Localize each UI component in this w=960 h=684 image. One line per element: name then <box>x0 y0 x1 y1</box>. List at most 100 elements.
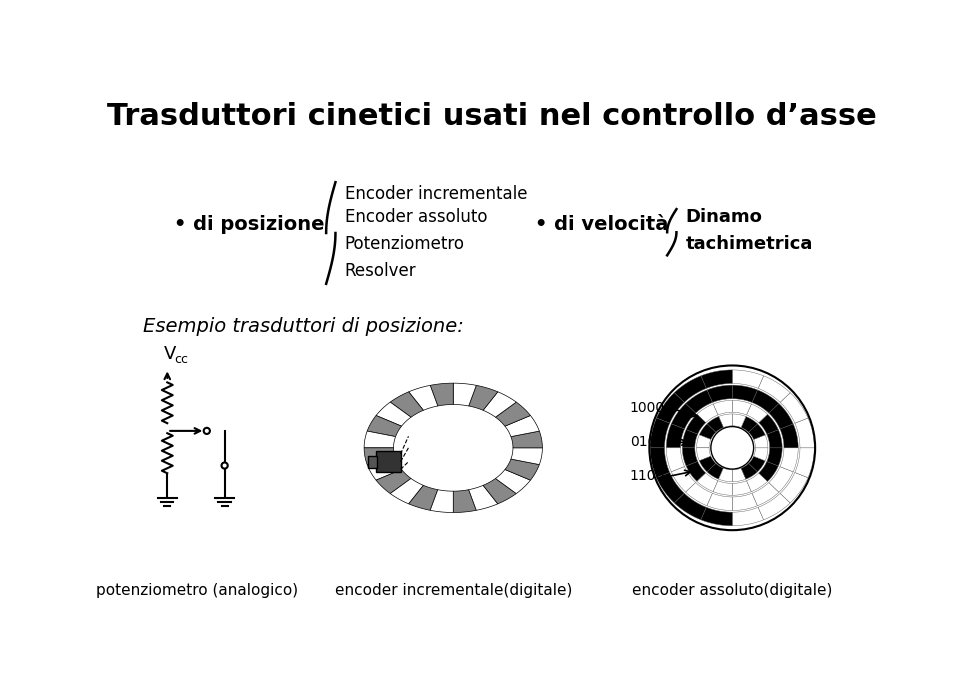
Polygon shape <box>707 385 732 402</box>
Polygon shape <box>769 466 793 492</box>
Polygon shape <box>697 473 718 492</box>
Polygon shape <box>505 415 540 436</box>
Polygon shape <box>683 430 698 448</box>
Polygon shape <box>468 486 498 510</box>
Polygon shape <box>468 385 498 410</box>
Polygon shape <box>719 414 732 428</box>
Polygon shape <box>780 448 798 472</box>
Text: cc: cc <box>175 353 188 366</box>
Polygon shape <box>713 400 732 415</box>
Polygon shape <box>747 404 768 423</box>
Polygon shape <box>685 390 712 413</box>
Text: Resolver: Resolver <box>345 262 417 280</box>
Polygon shape <box>390 479 423 504</box>
Polygon shape <box>749 424 765 439</box>
Polygon shape <box>747 473 768 492</box>
Text: Potenziometro: Potenziometro <box>345 235 465 253</box>
Polygon shape <box>390 392 423 417</box>
Polygon shape <box>780 473 808 503</box>
Polygon shape <box>708 417 724 432</box>
Polygon shape <box>741 463 757 479</box>
FancyBboxPatch shape <box>368 456 377 468</box>
Polygon shape <box>430 383 453 406</box>
Polygon shape <box>697 448 710 461</box>
Polygon shape <box>671 466 696 492</box>
Circle shape <box>222 462 228 469</box>
Polygon shape <box>650 418 670 448</box>
Text: • di velocità: • di velocità <box>535 215 668 234</box>
Polygon shape <box>752 483 779 505</box>
Polygon shape <box>732 414 746 428</box>
Polygon shape <box>732 508 763 526</box>
Polygon shape <box>708 463 724 479</box>
Polygon shape <box>453 383 476 406</box>
Polygon shape <box>495 402 531 426</box>
Polygon shape <box>795 418 814 448</box>
Text: V: V <box>164 345 177 363</box>
Polygon shape <box>671 404 696 429</box>
Polygon shape <box>364 448 396 464</box>
Text: tachimetrica: tachimetrica <box>685 235 813 253</box>
Polygon shape <box>749 456 765 472</box>
Polygon shape <box>699 424 716 439</box>
Polygon shape <box>758 415 779 434</box>
Polygon shape <box>758 493 790 520</box>
Polygon shape <box>409 486 438 510</box>
Polygon shape <box>674 493 707 520</box>
Polygon shape <box>732 370 763 389</box>
Polygon shape <box>686 462 706 482</box>
Polygon shape <box>666 448 684 472</box>
Polygon shape <box>701 508 732 526</box>
Polygon shape <box>767 448 782 466</box>
Polygon shape <box>754 435 768 448</box>
Polygon shape <box>657 473 684 503</box>
Polygon shape <box>780 424 798 448</box>
Polygon shape <box>741 417 757 432</box>
Polygon shape <box>367 415 401 436</box>
Polygon shape <box>685 483 712 505</box>
Polygon shape <box>657 393 684 423</box>
Polygon shape <box>758 376 790 402</box>
Polygon shape <box>686 415 706 434</box>
Text: 0100: 0100 <box>630 436 665 449</box>
Polygon shape <box>767 430 782 448</box>
Polygon shape <box>699 456 716 472</box>
Text: Encoder incrementale: Encoder incrementale <box>345 185 527 202</box>
Polygon shape <box>697 435 710 448</box>
Polygon shape <box>674 376 707 402</box>
Polygon shape <box>666 424 684 448</box>
Polygon shape <box>511 431 542 448</box>
Text: encoder assoluto(digitale): encoder assoluto(digitale) <box>632 583 832 598</box>
Polygon shape <box>409 385 438 410</box>
Text: 1100: 1100 <box>630 469 665 484</box>
Polygon shape <box>697 404 718 423</box>
Polygon shape <box>769 404 793 429</box>
Polygon shape <box>795 448 814 477</box>
Polygon shape <box>732 400 752 415</box>
Polygon shape <box>367 459 401 480</box>
Text: Encoder assoluto: Encoder assoluto <box>345 208 488 226</box>
Polygon shape <box>719 468 732 482</box>
Text: 1000: 1000 <box>630 401 665 415</box>
Text: • di posizione: • di posizione <box>175 215 324 234</box>
FancyBboxPatch shape <box>375 451 400 473</box>
Polygon shape <box>364 431 396 448</box>
Polygon shape <box>430 490 453 512</box>
Polygon shape <box>511 448 542 464</box>
Polygon shape <box>453 490 476 512</box>
Polygon shape <box>683 448 698 466</box>
Polygon shape <box>483 392 516 417</box>
Polygon shape <box>505 459 540 480</box>
Polygon shape <box>754 448 768 461</box>
Polygon shape <box>780 393 808 423</box>
Polygon shape <box>707 493 732 510</box>
Polygon shape <box>758 462 779 482</box>
Text: potenziometro (analogico): potenziometro (analogico) <box>96 583 299 598</box>
Polygon shape <box>483 479 516 504</box>
Polygon shape <box>732 385 757 402</box>
Text: encoder incrementale(digitale): encoder incrementale(digitale) <box>335 583 572 598</box>
Polygon shape <box>376 469 411 494</box>
Polygon shape <box>701 370 732 389</box>
Polygon shape <box>713 481 732 495</box>
Circle shape <box>204 428 210 434</box>
